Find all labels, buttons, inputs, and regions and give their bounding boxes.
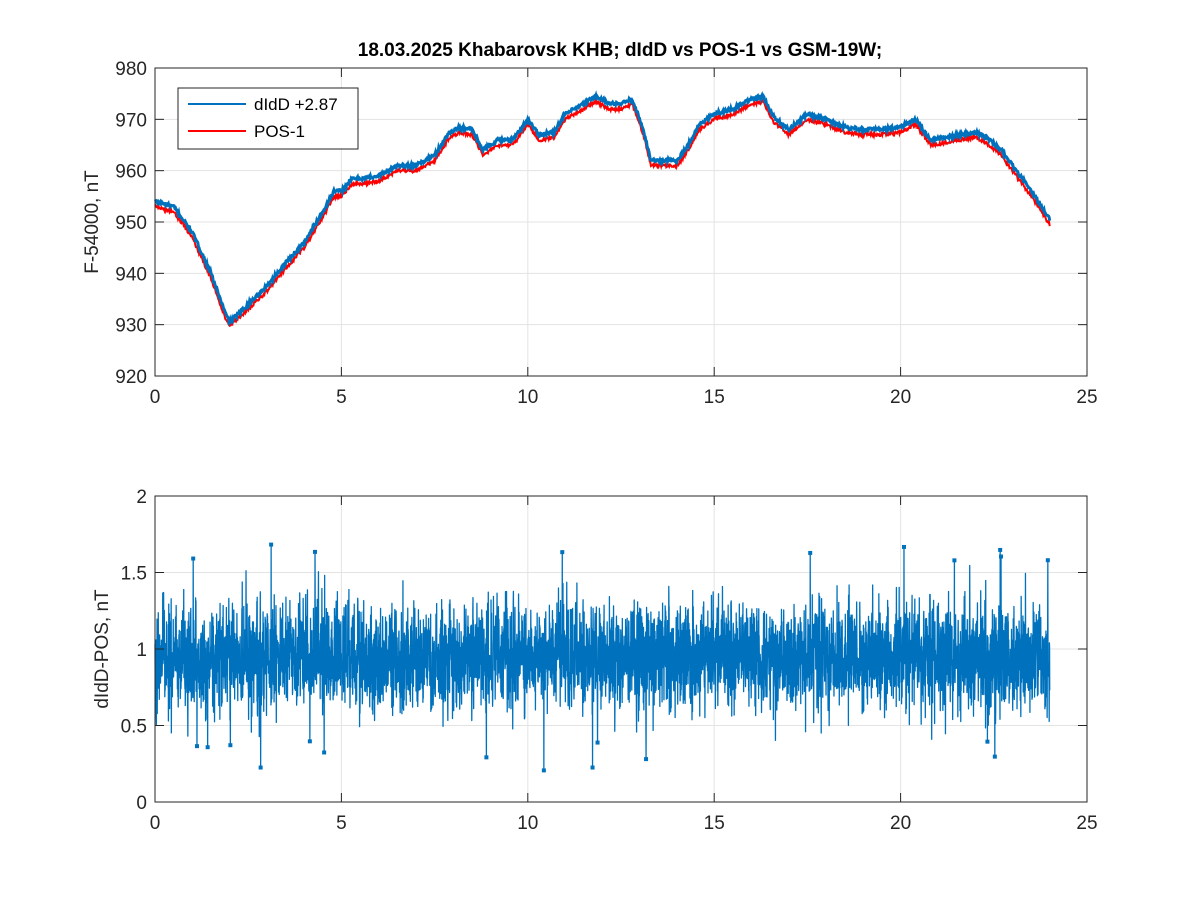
series-marker-difference: [952, 558, 957, 563]
series-marker-difference: [560, 550, 565, 555]
top-x-tick-label: 10: [517, 387, 538, 408]
bottom-x-tick-label: 15: [704, 813, 725, 834]
series-line-difference: [154, 543, 1051, 772]
series-marker-difference: [307, 739, 312, 744]
bottom-series-layer: [154, 542, 1051, 773]
series-marker-difference: [998, 547, 1003, 552]
chart-title: 18.03.2025 Khabarovsk KHB; dIdD vs POS-1…: [358, 40, 882, 61]
series-marker-difference: [194, 744, 199, 749]
top-x-tick-label: 15: [704, 387, 725, 408]
top-y-tick-label: 930: [115, 316, 147, 337]
legend-label-didd: dIdD +2.87: [254, 95, 338, 114]
series-marker-difference: [808, 550, 813, 555]
bottom-x-tick-label: 25: [1076, 813, 1097, 834]
bottom-y-tick-label: 0.5: [121, 717, 147, 738]
top-y-axis-label: F-54000, nT: [82, 170, 103, 274]
bottom-panel: 0 5 10 15 20 25 0 0.5 1 1.5 2 dIdD-POS, nT: [92, 487, 1098, 834]
bottom-y-tick-label: 1: [136, 640, 147, 661]
series-marker-difference: [1045, 558, 1050, 563]
series-marker-difference: [595, 740, 600, 745]
series-marker-difference: [992, 754, 997, 759]
legend: dIdD +2.87 POS-1: [177, 87, 359, 150]
top-y-tick-label: 980: [115, 59, 147, 80]
top-y-tick-label: 960: [115, 162, 147, 183]
bottom-x-tick-label: 0: [150, 813, 161, 834]
bottom-x-tick-label: 5: [336, 813, 347, 834]
top-y-tick-label: 940: [115, 264, 147, 285]
series-marker-difference: [999, 554, 1004, 559]
bottom-ticks: 0 5 10 15 20 25 0 0.5 1 1.5 2: [121, 487, 1098, 834]
bottom-y-tick-label: 0: [136, 793, 147, 814]
legend-label-pos: POS-1: [254, 122, 305, 141]
top-x-tick-label: 25: [1076, 387, 1097, 408]
series-marker-difference: [590, 765, 595, 770]
series-marker-difference: [258, 765, 263, 770]
top-y-tick-label: 920: [115, 367, 147, 388]
bottom-x-tick-label: 20: [890, 813, 911, 834]
series-marker-difference: [644, 757, 649, 762]
series-marker-difference: [985, 739, 990, 744]
top-x-tick-label: 0: [150, 387, 161, 408]
series-marker-difference: [322, 750, 327, 755]
series-line-didd: [153, 90, 1052, 327]
series-marker-difference: [901, 544, 906, 549]
top-x-tick-label: 20: [890, 387, 911, 408]
top-panel: 0 5 10 15 20 25 920 930 940 950 960 970 980 F-54000,…: [82, 59, 1098, 408]
top-x-tick-label: 5: [336, 387, 347, 408]
top-ticks: 0 5 10 15 20 25 920 930 940 950 960 970 980: [115, 59, 1097, 408]
series-marker-difference: [228, 743, 233, 748]
series-marker-difference: [205, 745, 210, 750]
series-marker-difference: [313, 549, 318, 554]
series-line-pos-1: [154, 96, 1051, 328]
series-marker-difference: [541, 768, 546, 773]
bottom-y-tick-label: 1.5: [121, 564, 147, 585]
series-marker-difference: [191, 556, 196, 561]
top-y-tick-label: 970: [115, 110, 147, 131]
top-series-layer: [153, 90, 1052, 328]
series-marker-difference: [269, 542, 274, 547]
bottom-x-tick-label: 10: [517, 813, 538, 834]
legend-box: [177, 87, 359, 150]
top-y-tick-label: 950: [115, 213, 147, 234]
bottom-y-axis-label: dIdD-POS, nT: [92, 589, 113, 709]
bottom-y-tick-label: 2: [136, 487, 147, 508]
series-marker-difference: [484, 755, 489, 760]
